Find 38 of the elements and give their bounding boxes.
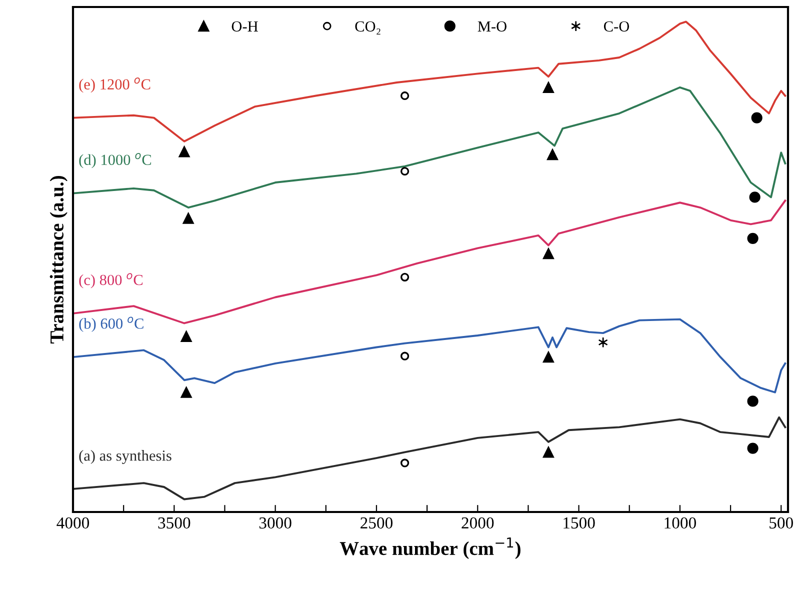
point <box>542 446 554 458</box>
x-tick-label: 4000 <box>56 517 90 529</box>
series-label: (e) 1200 $^{o}$C <box>79 78 150 93</box>
x-tick-label: 3500 <box>158 517 190 529</box>
point <box>400 352 410 360</box>
x-tick-label: 2500 <box>360 517 393 529</box>
point <box>400 458 410 468</box>
legend-label: CO₂ <box>355 21 380 35</box>
point <box>400 272 410 282</box>
point <box>542 82 554 93</box>
legend-label: C-O <box>604 21 630 32</box>
point <box>747 396 758 407</box>
series-label: (b) 600 $^{o}$C <box>79 316 144 332</box>
legend-label: O-H <box>232 21 258 32</box>
point <box>747 232 758 244</box>
point <box>751 112 762 124</box>
series-label: (a) as synthesis <box>79 450 172 464</box>
y-axis-title: Transmittance (a.u.) <box>50 176 68 344</box>
x-tick-label: 1500 <box>564 517 595 529</box>
point <box>747 442 758 454</box>
series-label: (d) 1000 $^{o}$C <box>79 153 152 168</box>
point <box>749 192 760 203</box>
point <box>542 352 554 363</box>
x-tick-label: 3000 <box>259 517 292 529</box>
legend-label: M-O <box>478 21 506 32</box>
x-tick-label: 1000 <box>664 517 696 529</box>
point <box>182 212 194 224</box>
point <box>546 149 558 160</box>
point <box>542 248 554 260</box>
point <box>180 386 192 398</box>
point <box>180 330 192 342</box>
x-tick-label: 2000 <box>462 517 494 529</box>
point <box>400 166 410 176</box>
x-tick-label: 500 <box>770 517 793 529</box>
point <box>178 146 190 158</box>
series-label: (c) 800 $^{o}$C <box>79 273 143 288</box>
x-axis-title: Wave number (cm$^{−1}$) <box>340 538 520 560</box>
point <box>400 91 410 100</box>
